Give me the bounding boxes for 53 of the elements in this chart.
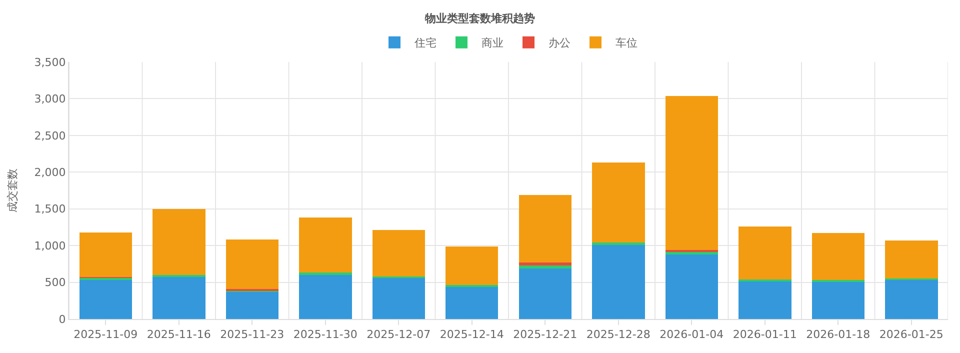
x-tick-label: 2026-01-18 [806,328,870,342]
x-tick-label: 2025-11-16 [146,328,211,342]
bar [79,279,132,319]
bar [152,208,206,275]
y-tick-label: 2,000 [34,166,66,179]
bar [592,244,645,319]
bar [79,232,132,278]
y-tick-label: 1,000 [34,239,66,252]
bar [665,96,718,250]
bar [812,282,864,319]
x-tick-label: 2025-12-28 [586,328,650,342]
bar [299,274,352,319]
bar [665,254,718,319]
bar [446,286,498,319]
y-tick-label: 2,500 [34,129,66,142]
bar [812,233,864,280]
y-tick-label: 1,500 [34,202,66,216]
y-tick-label: 0 [58,312,66,326]
x-tick-label: 2025-12-21 [513,328,578,342]
bar [518,262,572,266]
bar [299,218,352,273]
bar [738,226,792,280]
legend-label: 住宅 [414,36,436,50]
x-tick-label: 2025-11-09 [74,328,138,342]
x-tick-label: 2025-11-30 [293,328,358,342]
chart-title: 物业类型套数堆积趋势 [424,12,535,25]
y-tick-label: 3,500 [34,56,66,69]
bar [518,265,572,268]
bar [738,282,792,319]
legend-label: 办公 [548,36,570,50]
x-tick-label: 2025-11-23 [220,328,284,342]
bar [518,194,572,262]
bar [226,240,278,289]
legend-label: 车位 [616,36,638,50]
x-tick-label: 2026-01-11 [732,328,797,342]
bar [738,279,792,282]
y-tick-label: 500 [44,276,66,290]
bar [446,246,498,286]
x-tick-label: 2026-01-04 [660,328,724,342]
bar [372,277,425,319]
bar [372,230,425,276]
bar [885,279,938,319]
x-tick-label: 2025-12-14 [440,328,504,342]
x-tick-label: 2025-12-07 [366,328,431,342]
bar [518,268,572,319]
y-axis-title: 成交套数 [6,168,19,212]
bar [592,162,645,243]
bar [226,292,278,319]
bar [885,240,938,279]
x-tick-label: 2026-01-25 [879,328,944,342]
y-tick-label: 3,000 [34,92,66,106]
legend-label: 商业 [482,36,504,50]
bar [152,276,206,319]
